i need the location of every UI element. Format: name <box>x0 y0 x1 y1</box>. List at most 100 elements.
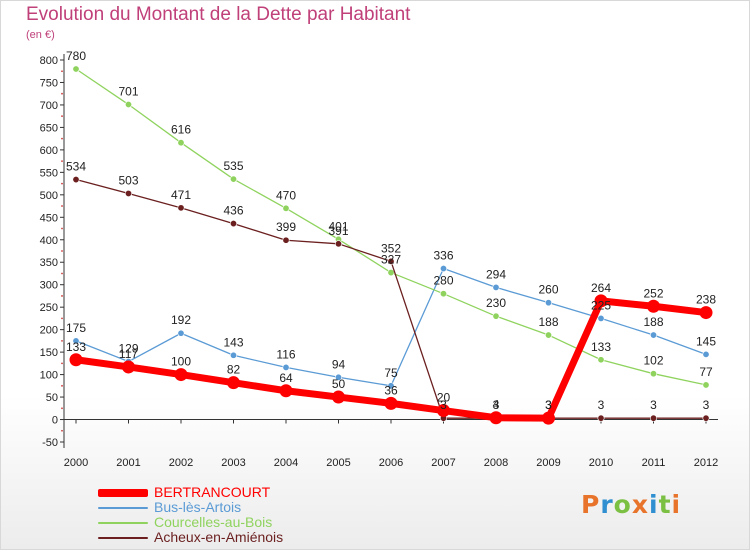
data-label: 470 <box>276 188 296 202</box>
data-label: 336 <box>433 249 453 263</box>
y-tick-label: 50 <box>46 392 58 404</box>
y-minor-tick <box>61 429 63 432</box>
y-minor-tick <box>61 92 63 95</box>
y-minor-tick <box>61 182 63 185</box>
data-label: 780 <box>66 49 86 63</box>
y-tick-label: 300 <box>40 280 58 292</box>
data-point <box>439 265 447 273</box>
data-point <box>177 329 185 337</box>
x-tick-label: 2007 <box>431 457 455 469</box>
legend: BERTRANCOURT Bus-lès-Artois Courcelles-au-… <box>98 485 283 545</box>
data-point <box>597 314 605 322</box>
data-label: 192 <box>171 313 191 327</box>
data-label: 64 <box>279 371 293 385</box>
data-point <box>542 411 555 425</box>
data-label: 94 <box>332 357 346 371</box>
data-point <box>72 337 80 345</box>
brand-letter: i <box>649 490 659 519</box>
data-label: 225 <box>591 298 611 312</box>
data-point <box>437 404 450 418</box>
y-tick-label: 400 <box>40 235 58 247</box>
data-label: 77 <box>699 365 713 379</box>
data-label: 436 <box>223 204 243 218</box>
brand-letter: t <box>658 490 672 519</box>
brand-letter: x <box>631 490 649 519</box>
data-label: 280 <box>433 274 453 288</box>
y-minor-tick <box>61 384 63 387</box>
data-label: 352 <box>381 241 401 255</box>
data-point <box>492 312 500 320</box>
data-label: 4 <box>493 398 500 412</box>
data-label: 260 <box>538 283 558 297</box>
legend-label: Bus-lès-Artois <box>154 499 242 515</box>
x-tick-label: 2006 <box>379 457 403 469</box>
y-minor-tick <box>61 272 63 275</box>
data-point <box>387 257 395 265</box>
data-point <box>125 100 133 108</box>
x-tick-label: 2010 <box>589 457 613 469</box>
legend-label: BERTRANCOURT <box>154 484 271 500</box>
data-label: 129 <box>118 342 138 356</box>
y-minor-tick <box>61 317 63 320</box>
y-tick-label: 700 <box>40 100 58 112</box>
data-label: 100 <box>171 355 191 369</box>
data-label: 327 <box>381 253 401 267</box>
data-point <box>174 368 188 382</box>
data-point <box>649 414 657 422</box>
data-label: 20 <box>437 391 451 405</box>
data-label: 3 <box>493 398 500 412</box>
data-point <box>72 176 80 184</box>
x-tick-label: 2008 <box>484 457 508 469</box>
data-label: 50 <box>332 377 346 391</box>
data-label: 252 <box>643 286 663 300</box>
x-tick-label: 2005 <box>326 457 350 469</box>
data-point <box>384 396 398 410</box>
brand-letter: o <box>613 490 632 519</box>
legend-item: Acheux-en-Amiénois <box>98 530 283 545</box>
x-tick-label: 2004 <box>274 457 298 469</box>
data-label: 82 <box>227 363 241 377</box>
data-label: 294 <box>486 267 506 281</box>
data-point <box>122 360 135 374</box>
data-point <box>177 204 185 212</box>
data-label: 133 <box>66 340 86 354</box>
x-tick-label: 2009 <box>536 457 560 469</box>
data-point <box>492 283 500 291</box>
data-point <box>227 376 240 390</box>
x-tick-label: 2000 <box>64 457 88 469</box>
data-point <box>597 414 605 422</box>
brand-letter: P <box>581 490 601 519</box>
legend-label: Courcelles-au-Bois <box>154 514 273 530</box>
y-tick-label: 450 <box>40 212 58 224</box>
x-tick-label: 2002 <box>169 457 193 469</box>
y-minor-tick <box>61 160 63 163</box>
y-tick-label: 150 <box>40 347 58 359</box>
data-label: 3 <box>650 398 657 412</box>
y-minor-tick <box>61 295 63 297</box>
data-label: 534 <box>66 160 86 174</box>
data-label: 188 <box>538 315 558 329</box>
data-point <box>177 139 185 147</box>
y-minor-tick <box>61 70 63 73</box>
y-tick-label: 600 <box>40 145 58 157</box>
x-tick-label: 2012 <box>694 457 718 469</box>
chart-title: Evolution du Montant de la Dette par Hab… <box>26 4 411 25</box>
data-label: 238 <box>696 293 716 307</box>
data-point <box>594 294 608 308</box>
y-tick-label: 550 <box>40 167 58 179</box>
y-tick-label: 650 <box>40 122 58 134</box>
data-label: 535 <box>223 159 243 173</box>
y-tick-label: 750 <box>40 77 58 89</box>
data-point <box>334 373 342 381</box>
unit-label: (en €) <box>26 29 55 41</box>
data-label: 616 <box>171 123 191 137</box>
y-minor-tick <box>61 407 63 410</box>
data-label: 701 <box>118 84 138 98</box>
data-point <box>387 269 395 277</box>
legend-item: Bus-lès-Artois <box>98 500 283 515</box>
data-label: 3 <box>598 398 605 412</box>
data-point <box>230 220 238 228</box>
data-label: 145 <box>696 334 716 348</box>
